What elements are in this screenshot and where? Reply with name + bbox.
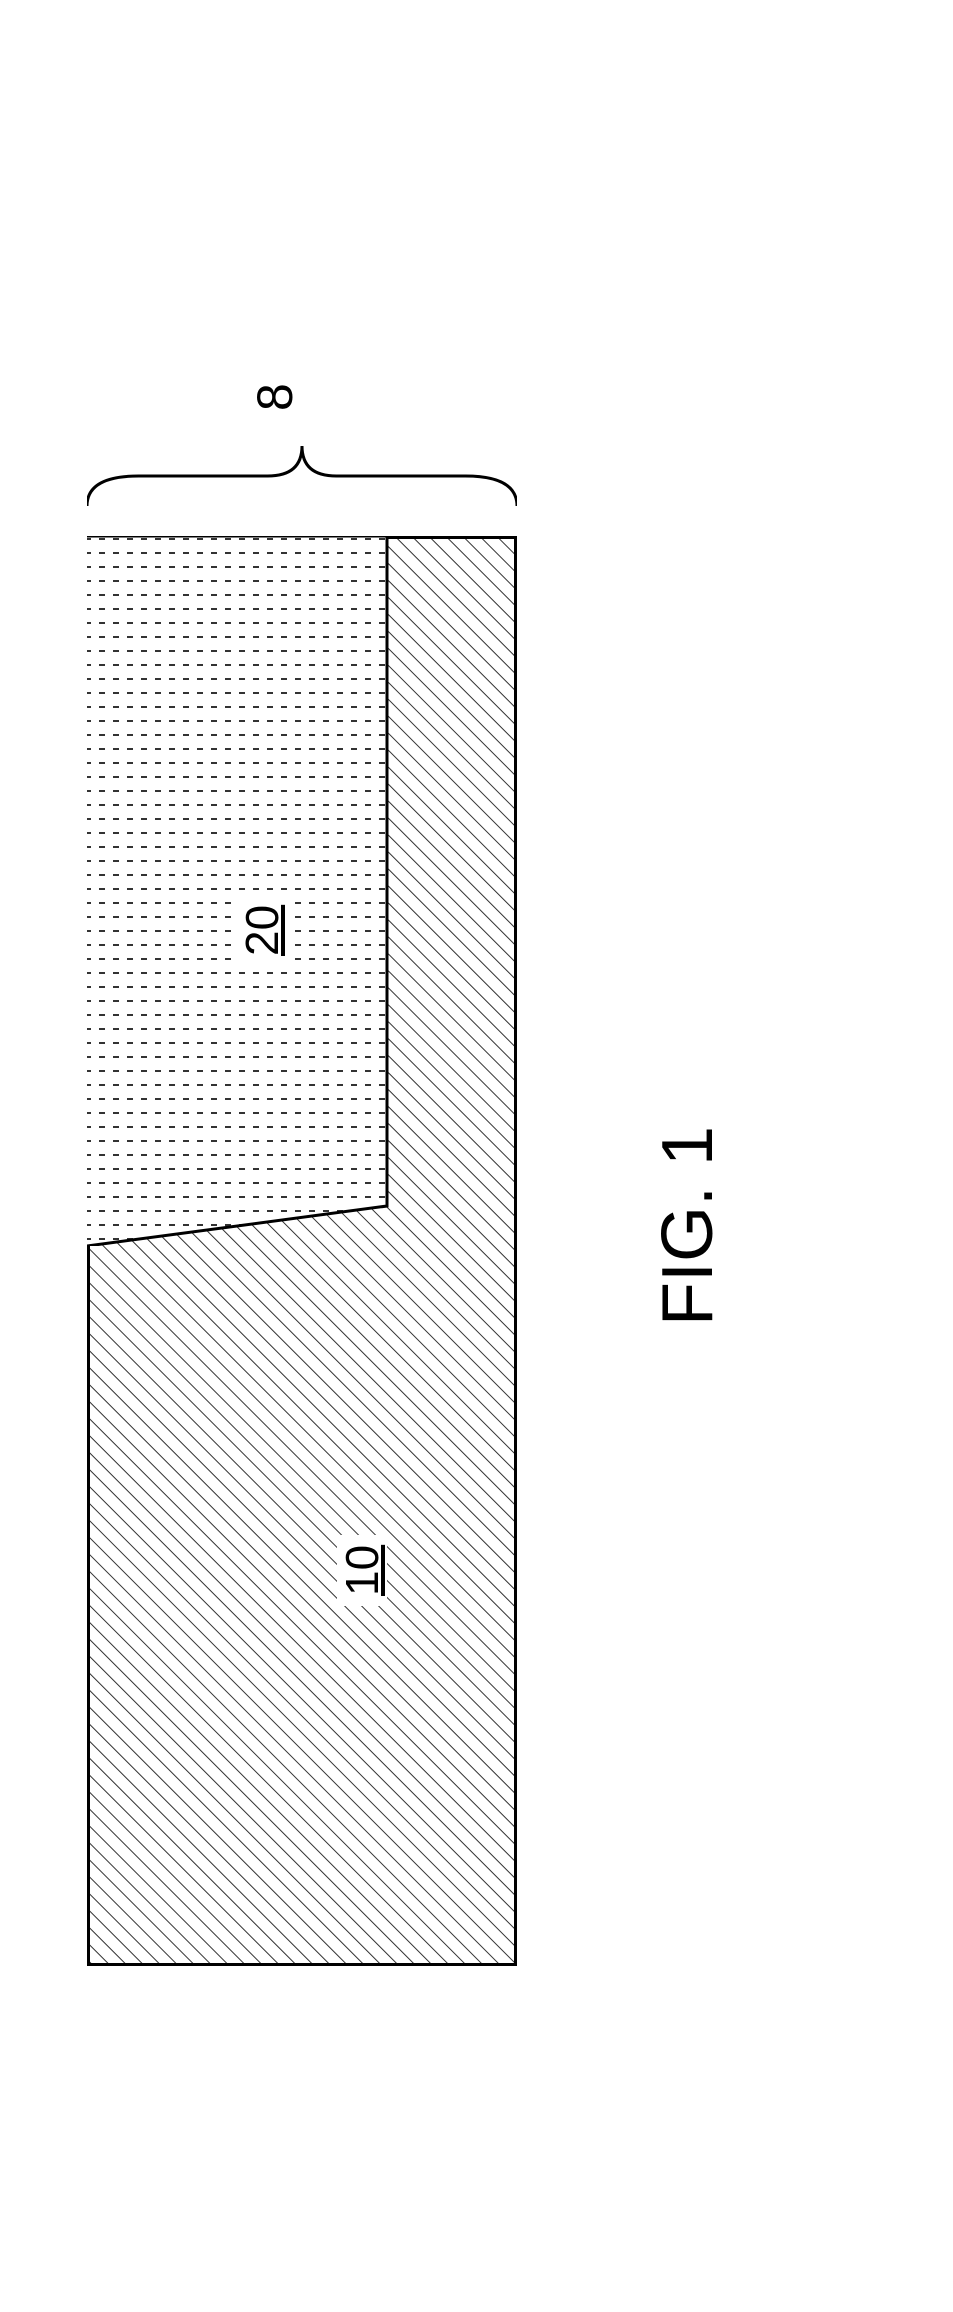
well-label: 20 [237,895,287,966]
dimension-brace [87,436,517,506]
figure-rotated-wrap: 10 20 8 FIG. 1 [87,346,867,1966]
substrate-label: 10 [337,1535,387,1606]
figure-inner: 10 20 8 FIG. 1 [87,346,867,1966]
figure-caption: FIG. 1 [647,1126,729,1326]
brace-label: 8 [246,383,304,411]
well-region [87,536,391,1246]
